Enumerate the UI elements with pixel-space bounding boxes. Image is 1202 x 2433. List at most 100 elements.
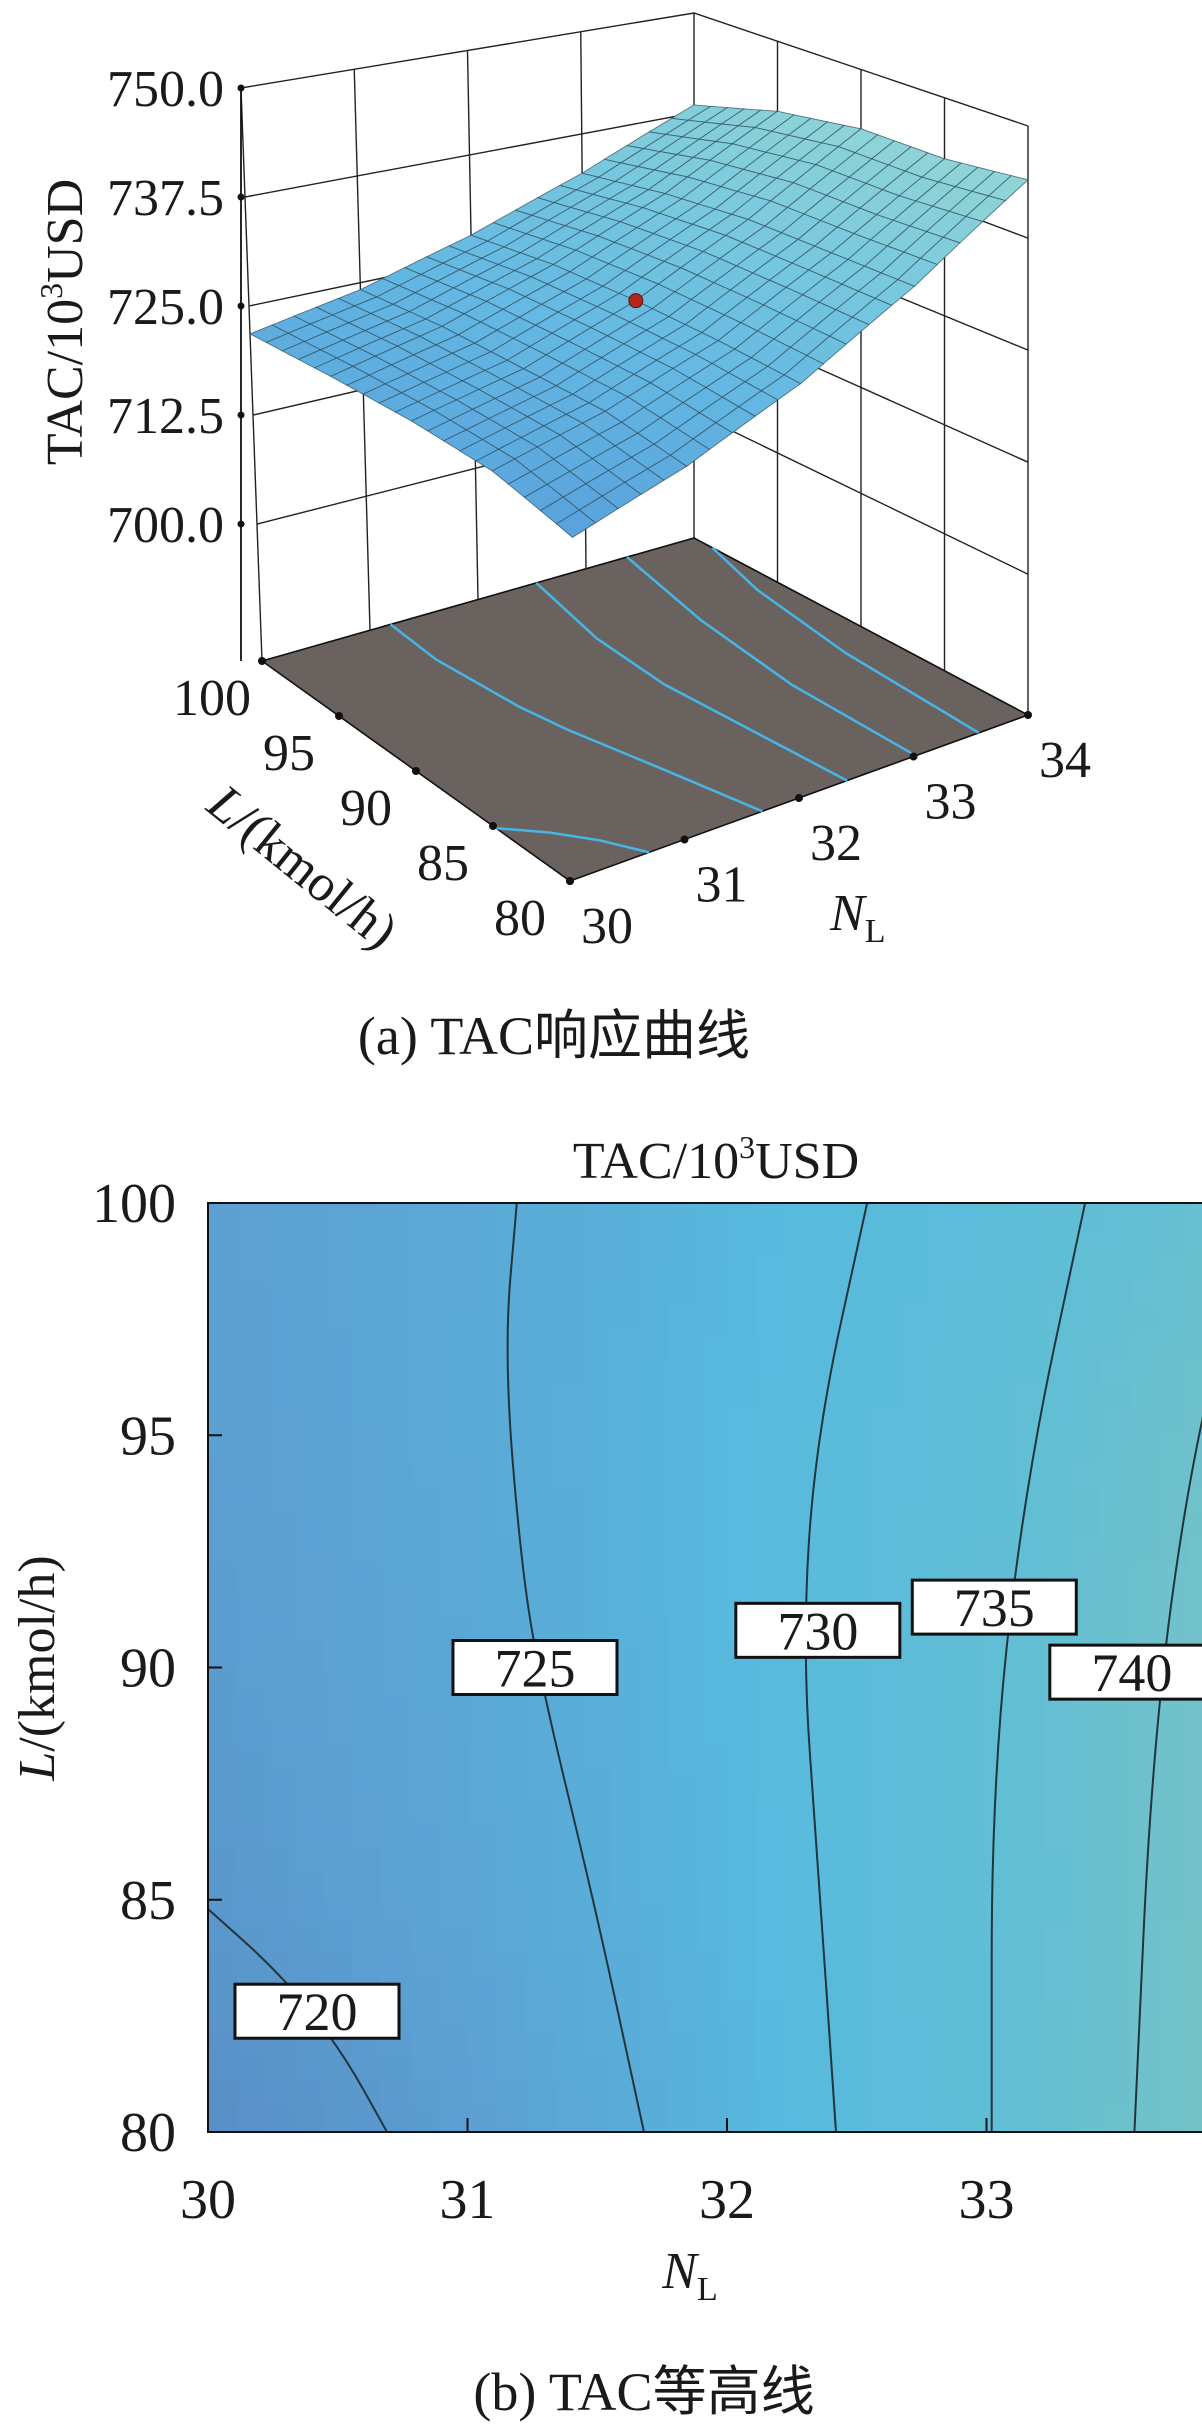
contour-fill-cell	[265, 1744, 296, 1772]
contour-fill-cell	[871, 1693, 901, 1720]
contour-fill-cell	[842, 1822, 872, 1849]
l-tick-mark	[258, 657, 266, 665]
contour-fill-cell	[1101, 1203, 1132, 1230]
contour-fill-cell	[1101, 1564, 1132, 1591]
contour-y-axis-title: L/(kmol/h)	[9, 1555, 66, 1781]
contour-fill-cell	[755, 2054, 786, 2082]
contour-fill-cell	[294, 1538, 325, 1566]
contour-fill-cell	[236, 1461, 267, 1488]
contour-fill-cell	[438, 1228, 469, 1256]
contour-fill-cell	[784, 1770, 815, 1798]
contour-fill-cell	[640, 1977, 671, 2004]
contour-fill-cell	[900, 1306, 930, 1333]
contour-fill-cell	[1159, 1796, 1190, 1824]
contour-fill-cell	[727, 1925, 757, 1953]
contour-fill-cell	[381, 1693, 411, 1720]
contour-fill-cell	[265, 1641, 296, 1669]
contour-fill-cell	[755, 2080, 786, 2107]
contour-fill-cell	[640, 1744, 671, 1772]
contour-fill-cell	[1101, 1383, 1132, 1411]
contour-fill-cell	[208, 1538, 238, 1566]
contour-fill-cell	[669, 1564, 699, 1591]
contour-fill-cell	[381, 1925, 411, 1953]
contour-fill-cell	[1101, 1486, 1132, 1514]
contour-fill-cell	[438, 2028, 469, 2056]
contour-fill-cell	[438, 1254, 469, 1282]
contour-fill-cell	[640, 1357, 671, 1385]
contour-fill-cell	[640, 1486, 671, 1514]
contour-fill-cell	[496, 1332, 526, 1359]
contour-fill-cell	[1073, 1719, 1103, 1746]
contour-fill-cell	[755, 1744, 786, 1772]
contour-fill-cell	[928, 1409, 959, 1436]
contour-fill-cell	[381, 1357, 411, 1385]
contour-fill-cell	[1015, 1848, 1045, 1875]
contour-fill-cell	[352, 1383, 382, 1411]
contour-fill-cell	[208, 1719, 238, 1746]
contour-fill-cell	[1101, 1306, 1132, 1333]
contour-label-box	[910, 1578, 1078, 1636]
contour-fill-cell	[928, 1744, 959, 1772]
contour-fill-cell	[381, 1332, 411, 1359]
contour-fill-cell	[265, 1615, 296, 1643]
contour-fill-cell	[323, 1925, 353, 1953]
contour-fill-cell	[640, 1693, 671, 1720]
contour-fill-cell	[352, 1796, 382, 1824]
contour-fill-cell	[755, 1848, 786, 1875]
contour-fill-cell	[1073, 1461, 1103, 1488]
contour-fill-cell	[1130, 1925, 1161, 1953]
contour-fill-cell	[900, 1873, 930, 1901]
contour-fill-cell	[986, 1538, 1017, 1566]
contour-fill-cell	[496, 1744, 526, 1772]
contour-fill-cell	[265, 1796, 296, 1824]
contour-fill-cell	[236, 1357, 267, 1385]
contour-fill-cell	[409, 1899, 440, 1927]
contour-fill-cell	[1044, 1203, 1074, 1230]
contour-fill-cell	[323, 1822, 353, 1849]
contour-fill-cell	[294, 1719, 325, 1746]
contour-fill-cell	[1130, 1435, 1161, 1462]
contour-fill-cell	[554, 1306, 584, 1333]
contour-fill-cell	[928, 1512, 959, 1540]
contour-fill-cell	[294, 1383, 325, 1411]
contour-fill-cell	[957, 1228, 988, 1256]
contour-fill-cell	[294, 1848, 325, 1875]
contour-fill-cell	[957, 1822, 988, 1849]
contour-fill-cell	[871, 1564, 901, 1591]
contour-fill-cell	[669, 2054, 699, 2082]
contour-fill-cell	[381, 1409, 411, 1436]
l-tick-mark	[335, 712, 343, 720]
contour-fill-cell	[813, 1693, 844, 1720]
contour-fill-cell	[957, 1770, 988, 1798]
contour-fill-cell	[698, 1357, 728, 1385]
contour-fill-cell	[323, 1538, 353, 1566]
contour-fill-cell	[900, 2054, 930, 2082]
contour-fill-cell	[842, 2003, 872, 2030]
contour-fill-cell	[698, 1590, 728, 1617]
contour-fill-cell	[438, 1796, 469, 1824]
contour-fill-cell	[294, 1641, 325, 1669]
contour-fill-cell	[1188, 1461, 1202, 1488]
contour-fill-cell	[1130, 1306, 1161, 1333]
contour-fill-cell	[698, 1693, 728, 1720]
contour-fill-cell	[1015, 1306, 1045, 1333]
contour-fill-cell	[871, 1228, 901, 1256]
contour-fill-cell	[208, 1590, 238, 1617]
contour-fill-cell	[381, 1822, 411, 1849]
contour-fill-cell	[236, 1306, 267, 1333]
contour-fill-cell	[525, 1332, 555, 1359]
contour-fill-cell	[900, 1435, 930, 1462]
contour-fill-cell	[986, 1770, 1017, 1798]
contour-fill-cell	[842, 1486, 872, 1514]
contour-fill-cell	[669, 1332, 699, 1359]
contour-fill-cell	[1159, 1899, 1190, 1927]
contour-fill-cell	[438, 1203, 469, 1230]
contour-fill-cell	[755, 1203, 786, 1230]
contour-fill-cell	[1044, 1925, 1074, 1953]
contour-fill-cell	[236, 1848, 267, 1875]
contour-fill-cell	[784, 1409, 815, 1436]
contour-fill-cell	[1044, 1899, 1074, 1927]
contour-fill-cell	[323, 1228, 353, 1256]
contour-fill-cell	[755, 1770, 786, 1798]
contour-fill-cell	[784, 1951, 815, 1978]
